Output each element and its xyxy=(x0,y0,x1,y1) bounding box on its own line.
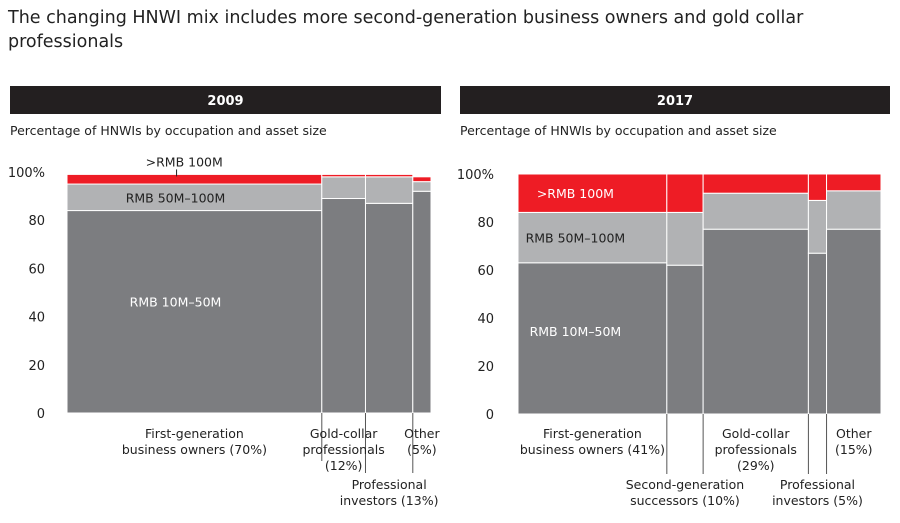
bar-segment xyxy=(66,210,323,414)
page-title: The changing HNWI mix includes more seco… xyxy=(8,8,804,52)
y-tick-label: 80 xyxy=(477,216,494,231)
category-label: business owners (70%) xyxy=(122,442,267,457)
bar-segment xyxy=(364,173,414,178)
y-tick-label: 60 xyxy=(28,262,45,277)
y-tick-label: 60 xyxy=(477,264,494,279)
bar-segment xyxy=(702,228,809,415)
category-label: (29%) xyxy=(737,458,775,473)
segment-label: >RMB 100M xyxy=(537,186,614,201)
y-tick-label: 20 xyxy=(28,359,45,374)
chart-header-bar xyxy=(460,86,890,114)
y-tick-label: 80 xyxy=(28,214,45,229)
bar-segment xyxy=(412,181,432,192)
y-tick-label: 100% xyxy=(457,168,494,183)
chart-0: 2009 Percentage of HNWIs by occupation an… xyxy=(8,86,441,508)
bar-segment xyxy=(321,198,366,414)
chart-subtitle: Percentage of HNWIs by occupation and as… xyxy=(10,123,327,138)
y-tick-label: 40 xyxy=(28,311,45,326)
bar-segment xyxy=(364,202,414,414)
y-tick-label: 20 xyxy=(477,360,494,375)
category-label: Professional xyxy=(780,477,855,492)
bar-segment xyxy=(807,199,828,254)
category-label: First-generation xyxy=(145,426,244,441)
bar-segment xyxy=(826,190,882,230)
category-label: Other xyxy=(404,426,440,441)
category-label: successors (10%) xyxy=(630,493,740,508)
bar-segment xyxy=(702,192,809,230)
y-tick-label: 0 xyxy=(486,408,494,423)
bar-segment xyxy=(807,173,828,201)
bar-segment xyxy=(702,173,809,194)
category-label: business owners (41%) xyxy=(520,442,665,457)
category-label: (12%) xyxy=(325,458,363,473)
category-label: Second-generation xyxy=(626,477,745,492)
category-label: Other xyxy=(836,426,872,441)
bar-segment xyxy=(66,173,323,185)
category-label: Professional xyxy=(352,477,427,492)
bar-segment xyxy=(666,211,704,266)
bar-segment xyxy=(412,190,432,414)
category-label: First-generation xyxy=(543,426,642,441)
bar-segment xyxy=(666,173,704,213)
category-label: Gold-collar xyxy=(310,426,378,441)
segment-label: RMB 10M–50M xyxy=(130,295,222,310)
chart-1: 2017 Percentage of HNWIs by occupation an… xyxy=(457,86,890,508)
category-label: investors (13%) xyxy=(340,493,439,508)
bar-segment xyxy=(517,262,668,415)
segment-label: RMB 50M–100M xyxy=(526,231,626,246)
bar-segment xyxy=(826,228,882,415)
category-label: Gold-collar xyxy=(722,426,790,441)
y-tick-label: 100% xyxy=(8,166,45,181)
segment-label: RMB 50M–100M xyxy=(126,190,226,205)
bar-segment xyxy=(412,176,432,183)
bar-segment xyxy=(517,211,668,264)
chart-title: 2009 xyxy=(207,94,243,109)
bar-segment xyxy=(321,173,366,178)
category-label: professionals xyxy=(303,442,385,457)
bar-segment xyxy=(517,173,668,213)
chart-subtitle: Percentage of HNWIs by occupation and as… xyxy=(460,123,777,138)
category-label: professionals xyxy=(715,442,797,457)
bar-segment xyxy=(826,173,882,192)
segment-label: RMB 10M–50M xyxy=(530,324,622,339)
category-label: (15%) xyxy=(835,442,873,457)
bar-segment xyxy=(364,176,414,204)
bar-segment xyxy=(321,176,366,200)
chart-title: 2017 xyxy=(657,94,693,109)
chart-header-bar xyxy=(10,86,441,114)
segment-label: >RMB 100M xyxy=(146,154,223,169)
bar-segment xyxy=(666,264,704,415)
category-label: investors (5%) xyxy=(772,493,863,508)
category-label: (5%) xyxy=(407,442,437,457)
y-tick-label: 0 xyxy=(37,407,45,422)
bar-segment xyxy=(807,252,828,415)
y-tick-label: 40 xyxy=(477,312,494,327)
